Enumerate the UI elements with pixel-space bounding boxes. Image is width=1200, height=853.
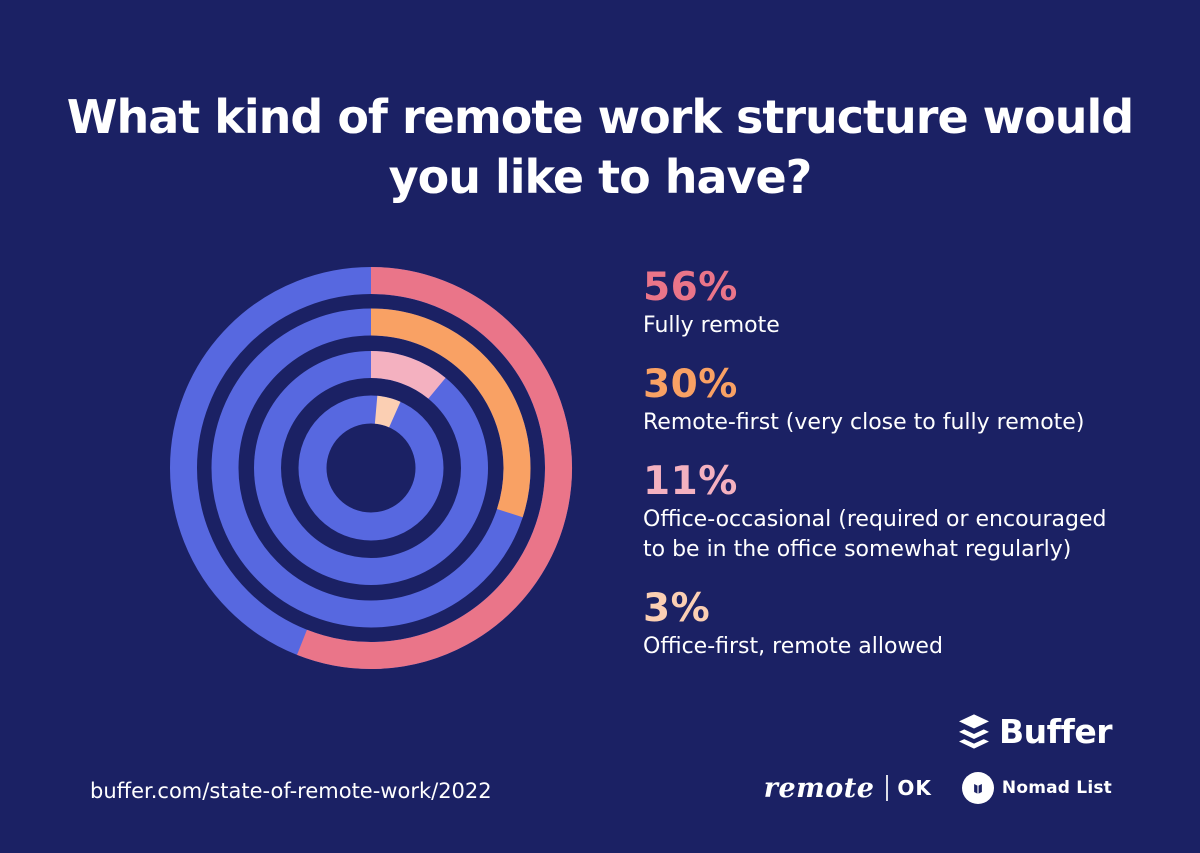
- page-title: What kind of remote work structure would…: [0, 88, 1200, 208]
- remote-ok-separator: [886, 775, 889, 801]
- legend-label-office-first: Office-first, remote allowed: [643, 634, 943, 659]
- legend-pct-remote-first: 30%: [643, 362, 738, 407]
- legend-pct-office-occasional: 11%: [643, 459, 738, 504]
- partner-logos: remote OK Nomad List: [764, 772, 1112, 804]
- legend-label-fully-remote: Fully remote: [643, 313, 780, 338]
- source-url: buffer.com/state-of-remote-work/2022: [90, 779, 492, 803]
- remote-ok-logo-ok: OK: [897, 776, 932, 800]
- legend-item-fully-remote: 56% Fully remote: [643, 264, 1133, 341]
- nomad-list-label: Nomad List: [1001, 778, 1112, 798]
- page-title-line1: What kind of remote work structure would: [66, 90, 1134, 144]
- donut-rings-svg: [170, 267, 573, 669]
- buffer-logo: Buffer: [958, 712, 1113, 751]
- legend-pct-fully-remote: 56%: [643, 265, 738, 310]
- folded-map-glyph: [974, 784, 982, 794]
- page-title-line2: you like to have?: [388, 149, 813, 204]
- chart-legend: 56% Fully remote 30% Remote-first (very …: [643, 264, 1133, 682]
- legend-item-office-first: 3% Office-first, remote allowed: [643, 585, 1133, 662]
- remote-ok-logo-remote: remote: [763, 772, 875, 804]
- buffer-stack-icon: [958, 713, 989, 749]
- concentric-donut-chart: [169, 266, 573, 670]
- buffer-logo-label: Buffer: [998, 712, 1113, 751]
- legend-item-office-occasional: 11% Office-occasional (required or encou…: [643, 458, 1133, 565]
- legend-label-office-occasional: Office-occasional (required or encourage…: [643, 507, 1107, 562]
- legend-label-remote-first: Remote-first (very close to fully remote…: [643, 410, 1085, 435]
- legend-pct-office-first: 3%: [643, 586, 711, 631]
- nomad-list-icon: [961, 772, 994, 804]
- legend-item-remote-first: 30% Remote-first (very close to fully re…: [643, 361, 1133, 438]
